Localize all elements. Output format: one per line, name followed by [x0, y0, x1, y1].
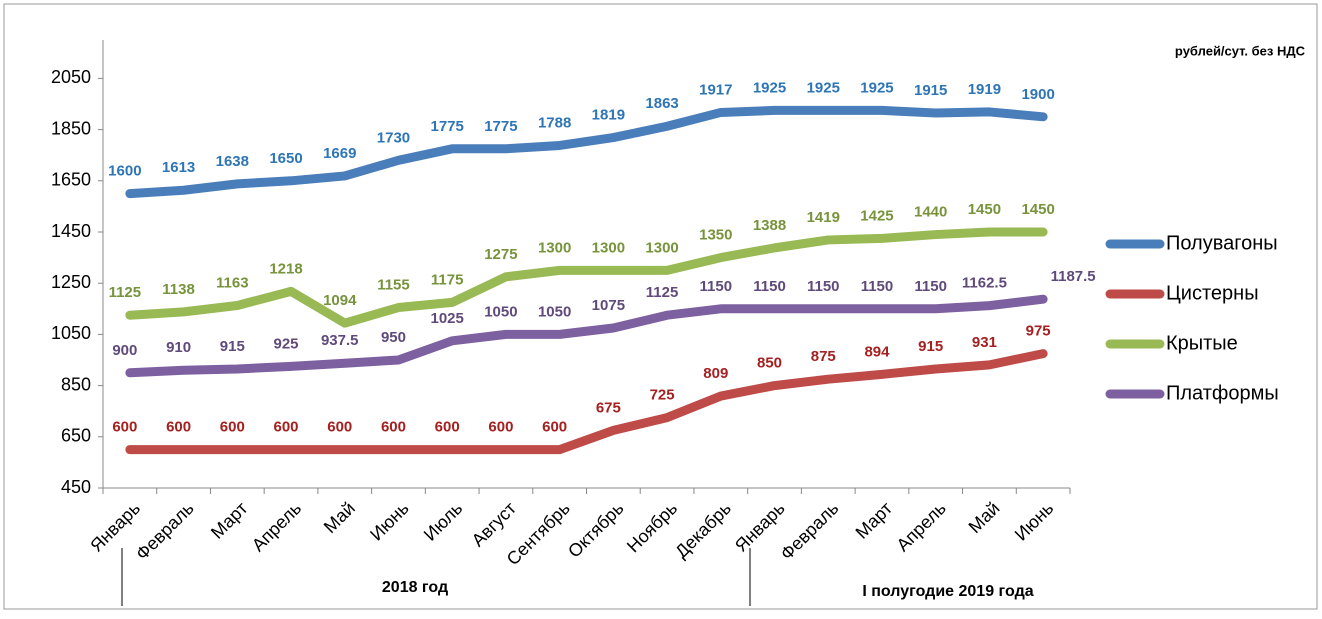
data-label: 850 — [757, 355, 782, 372]
series-line — [125, 227, 1048, 328]
data-label: 1450 — [968, 201, 1001, 218]
data-label: 1218 — [269, 260, 302, 277]
data-label: 600 — [327, 419, 352, 436]
data-label: 1138 — [162, 281, 195, 298]
data-label: 600 — [274, 419, 299, 436]
data-label: 1162.5 — [962, 275, 1007, 292]
data-label: 1125 — [109, 284, 142, 301]
data-label: 1150 — [700, 278, 733, 295]
data-label: 1075 — [592, 297, 625, 314]
data-label: 600 — [381, 419, 406, 436]
data-label: 1094 — [323, 292, 357, 309]
data-label: 1669 — [323, 145, 356, 162]
y-tick-label: 1850 — [51, 118, 91, 138]
data-label: 1350 — [699, 227, 732, 244]
data-label: 875 — [811, 348, 836, 365]
data-label: 1125 — [646, 284, 679, 301]
y-tick-label: 1450 — [51, 221, 91, 241]
legend-label: Платформы — [1166, 382, 1279, 404]
data-label: 1275 — [484, 246, 517, 263]
data-label: 1150 — [914, 278, 947, 295]
data-label: 894 — [864, 343, 890, 360]
unit-label: рублей/сут. без НДС — [1175, 43, 1306, 58]
y-tick-label: 1650 — [51, 170, 91, 190]
data-label: 600 — [112, 419, 137, 436]
data-label: 1915 — [914, 82, 947, 99]
data-label: 600 — [166, 419, 191, 436]
data-label: 809 — [703, 365, 728, 382]
y-tick-label: 2050 — [51, 67, 91, 87]
data-label: 1150 — [753, 278, 786, 295]
y-tick-label: 650 — [61, 426, 91, 446]
series-line — [125, 294, 1048, 378]
data-label: 1155 — [377, 276, 410, 293]
data-label: 925 — [274, 335, 299, 352]
data-label: 600 — [488, 419, 513, 436]
data-label: 1050 — [484, 303, 517, 320]
data-label: 1775 — [431, 118, 464, 135]
data-label: 725 — [650, 387, 675, 404]
data-label: 1925 — [860, 79, 893, 96]
data-label: 600 — [542, 419, 567, 436]
data-label: 1788 — [538, 114, 571, 131]
period-label: 2018 год — [382, 579, 448, 596]
data-label: 1600 — [108, 163, 141, 180]
data-label: 1917 — [699, 81, 732, 98]
data-label: 1650 — [269, 150, 302, 167]
data-label: 1863 — [645, 95, 678, 112]
data-label: 910 — [166, 339, 191, 356]
data-label: 1187.5 — [1051, 268, 1096, 285]
data-label: 1638 — [216, 153, 249, 170]
data-label: 600 — [435, 419, 460, 436]
data-label: 1900 — [1021, 86, 1054, 103]
data-label: 1300 — [538, 239, 571, 256]
data-label: 1819 — [592, 107, 625, 124]
y-tick-label: 450 — [61, 477, 91, 497]
data-label: 950 — [381, 329, 406, 346]
data-label: 1025 — [431, 310, 464, 327]
data-label: 1450 — [1021, 201, 1054, 218]
legend-label: Полувагоны — [1166, 232, 1278, 254]
data-label: 1775 — [484, 118, 517, 135]
data-label: 975 — [1026, 323, 1051, 340]
data-label: 1150 — [807, 278, 840, 295]
data-label: 937.5 — [321, 332, 359, 349]
data-label: 1613 — [162, 159, 195, 176]
data-label: 1425 — [860, 207, 893, 224]
data-label: 915 — [918, 338, 943, 355]
series-line — [125, 349, 1048, 455]
data-label: 1150 — [861, 278, 894, 295]
data-label: 915 — [220, 338, 245, 355]
data-label: 1730 — [377, 129, 410, 146]
legend-label: Крытые — [1166, 332, 1238, 354]
data-label: 1419 — [807, 209, 840, 226]
data-label: 675 — [596, 399, 621, 416]
data-label: 1175 — [431, 271, 464, 288]
data-label: 900 — [112, 342, 137, 359]
y-tick-label: 1050 — [51, 323, 91, 343]
data-label: 1050 — [538, 303, 571, 320]
data-label: 931 — [972, 334, 997, 351]
data-label: 1925 — [807, 79, 840, 96]
data-label: 600 — [220, 419, 245, 436]
data-label: 1300 — [645, 239, 678, 256]
y-tick-label: 1250 — [51, 272, 91, 292]
data-label: 1388 — [753, 217, 786, 234]
data-label: 1925 — [753, 79, 786, 96]
period-label: I полугодие 2019 года — [862, 583, 1033, 600]
legend-label: Цистерны — [1166, 282, 1259, 304]
y-tick-label: 850 — [61, 374, 91, 394]
data-label: 1440 — [914, 204, 947, 221]
series-line — [125, 105, 1048, 199]
data-label: 1163 — [216, 274, 249, 291]
data-label: 1919 — [968, 81, 1001, 98]
data-label: 1300 — [592, 239, 625, 256]
